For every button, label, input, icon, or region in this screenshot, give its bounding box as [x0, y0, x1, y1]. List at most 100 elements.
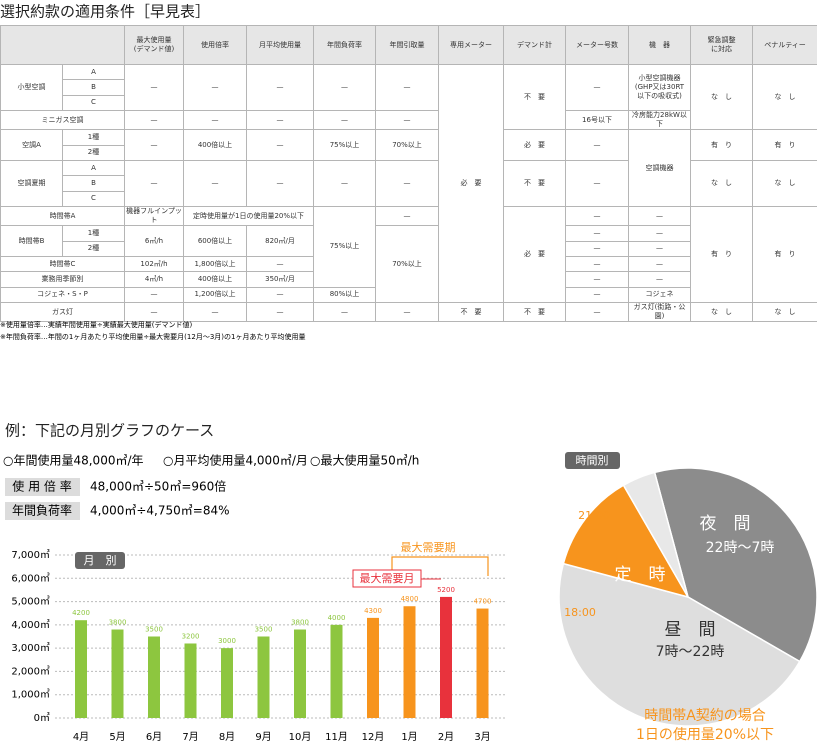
table-cell: な し	[752, 63, 817, 131]
calc-label: 年間負荷率	[12, 503, 72, 518]
header-cell: 年間引取量	[375, 25, 439, 65]
table-cell: 75%以上	[313, 206, 376, 288]
table-row: 時間帯B 1種 6㎥/h 600倍以上 820㎥/月 70%以上 — —	[0, 225, 817, 304]
slice-label: 定 時	[615, 565, 666, 585]
table-cell: 空調夏期	[0, 159, 63, 208]
header-cell: 緊急調整 に対応	[690, 25, 753, 65]
table-cell: —	[183, 63, 247, 112]
bar	[440, 596, 452, 718]
pie-slice	[622, 471, 689, 598]
table-cell: な し	[690, 63, 753, 131]
slice-label: 夜 間	[700, 514, 751, 534]
table-cell: —	[375, 159, 439, 208]
table-cell: 業務用季節別	[0, 271, 125, 288]
table-cell: 時間帯C	[0, 255, 125, 273]
value-label: 3200	[182, 632, 200, 640]
x-tick-label: 3月	[474, 731, 490, 743]
boundary-label: 21:00	[578, 509, 610, 522]
table-cell: 冷房能力28kW以下	[628, 110, 691, 131]
header-cell: デマンド計	[503, 25, 566, 65]
value-label: 4300	[364, 607, 382, 615]
y-tick-label: 0㎥	[34, 711, 50, 724]
table-cell: 1,200倍以上	[183, 286, 247, 304]
slice-sublabel: 7時～22時	[656, 644, 725, 660]
x-tick-label: 1月	[401, 731, 417, 743]
table-cell: —	[183, 110, 247, 131]
table-cell: 75%以上	[313, 129, 376, 161]
value-label: 3800	[291, 619, 309, 627]
table-cell: —	[375, 206, 439, 227]
table-cell: な し	[752, 302, 817, 323]
condition: ○最大使用量50㎥/h	[310, 453, 419, 468]
table-cell: —	[375, 110, 439, 131]
x-tick-label: 8月	[219, 731, 235, 743]
bar	[184, 643, 197, 718]
caption: 時間帯A契約の場合	[644, 708, 766, 724]
value-label: 4800	[401, 595, 419, 603]
table-cell: —	[246, 286, 314, 304]
table-cell: な し	[752, 159, 817, 208]
table-cell: —	[565, 271, 629, 288]
bar	[148, 636, 160, 718]
table-row: 時間帯A 機器フルインプット 定時使用量が1日の使用量20%以下 75%以上 — 必 要 —…	[0, 206, 817, 304]
bar	[403, 606, 416, 718]
table-row: 業務用季節別 4㎥/h 400倍以上 350㎥/月 — —	[0, 271, 817, 288]
annotation-bg	[418, 541, 440, 555]
note: ※年間負荷率…年間の1ヶ月あたり平均使用量÷最大需要月(12月～3月)の1ヶ月あ…	[0, 332, 305, 341]
pie-slice	[558, 562, 801, 727]
value-label: 3000	[218, 637, 236, 645]
value-label: 3800	[109, 619, 127, 627]
header-cell: 月平均使用量	[246, 25, 314, 65]
table-cell: 600倍以上	[183, 225, 247, 257]
table-cell: 空調機器	[628, 129, 691, 208]
table-cell: —	[313, 63, 376, 112]
table-cell: 820㎥/月	[246, 225, 314, 257]
example-heading: 例：下記の月別グラフのケース	[5, 422, 214, 440]
x-tick-label: 11月	[325, 731, 348, 743]
slice-label: 昼 間	[665, 620, 716, 640]
x-tick-label: 9月	[255, 731, 271, 743]
table-cell: 70%以上	[375, 129, 439, 161]
header-corner	[0, 25, 125, 65]
header-cell: 使用倍率	[183, 25, 247, 65]
calc-label-box	[5, 502, 80, 520]
table-row: B	[1, 79, 817, 96]
table-cell: 必 要	[438, 63, 504, 304]
header-cell: メーター号数	[565, 25, 629, 65]
table-cell: 小型空調機器 (GHP又は30RT 以下の吸収式)	[628, 63, 691, 112]
header-cell: 年間負荷率	[313, 25, 376, 65]
table-cell: 400倍以上	[183, 271, 247, 288]
bar	[257, 636, 270, 718]
x-tick-label: 4月	[73, 731, 89, 743]
value-label: 4200	[72, 609, 90, 617]
badge: 時間別	[576, 454, 609, 467]
header-row: 最大使用量 (デマンド値) 使用倍率 月平均使用量 年間負荷率 年間引取量 専用メーターデ…	[0, 25, 817, 65]
table-cell: 時間帯B	[0, 225, 63, 257]
bar	[330, 624, 343, 718]
table-row: C	[1, 190, 817, 208]
note: ※使用量倍率…実績年間使用量÷実績最大使用量(デマンド値)	[0, 320, 192, 329]
table-cell: 4㎥/h	[124, 271, 184, 288]
calc-label: 使 用 倍 率	[12, 479, 71, 494]
table-cell: 400倍以上	[183, 129, 247, 161]
y-tick-label: 3,000㎥	[11, 641, 50, 654]
header-cell: 専用メーター	[438, 25, 504, 65]
bar	[75, 620, 87, 718]
table-cell: 小型空調	[0, 63, 63, 112]
x-tick-label: 12月	[362, 731, 385, 743]
table-cell: —	[628, 271, 691, 288]
value-label: 4700	[474, 598, 492, 606]
table-cell: ガス灯(街路・公園)	[628, 302, 691, 323]
boundary-label: 18:00	[564, 606, 596, 619]
page-title: 選択約款の適用条件［早見表］	[0, 3, 210, 21]
table-cell: 不 要	[438, 302, 504, 323]
annotation: 最大需要期	[401, 540, 456, 554]
y-tick-label: 1,000㎥	[11, 688, 50, 701]
bar	[294, 629, 306, 718]
x-tick-label: 5月	[109, 731, 125, 743]
calc-label-box	[5, 478, 80, 496]
table-cell: —	[565, 159, 629, 208]
bar	[221, 648, 233, 718]
x-tick-label: 10月	[289, 731, 312, 743]
